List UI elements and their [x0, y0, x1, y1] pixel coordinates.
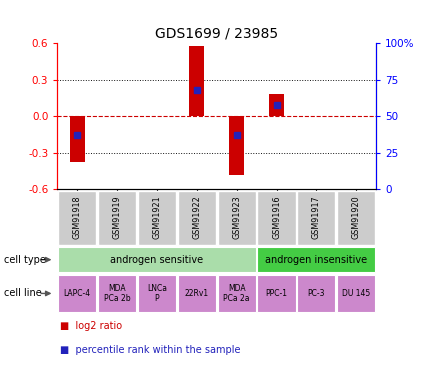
Title: GDS1699 / 23985: GDS1699 / 23985: [155, 27, 278, 40]
Bar: [337, 190, 375, 244]
Bar: [189, 46, 204, 116]
Bar: [178, 190, 216, 244]
Text: MDA
PCa 2a: MDA PCa 2a: [224, 284, 250, 303]
Bar: [258, 247, 375, 272]
Text: GSM91919: GSM91919: [113, 196, 122, 239]
Bar: [218, 275, 256, 312]
Bar: [258, 190, 296, 244]
Bar: [269, 94, 284, 116]
Text: GSM91922: GSM91922: [193, 196, 201, 239]
Bar: [58, 247, 256, 272]
Bar: [58, 190, 96, 244]
Bar: [70, 116, 85, 162]
Text: LNCa
P: LNCa P: [147, 284, 167, 303]
Bar: [138, 275, 176, 312]
Text: MDA
PCa 2b: MDA PCa 2b: [104, 284, 130, 303]
Text: GSM91916: GSM91916: [272, 196, 281, 239]
Bar: [138, 190, 176, 244]
Text: PC-3: PC-3: [308, 289, 325, 298]
Text: cell line: cell line: [4, 288, 42, 298]
Text: GSM91920: GSM91920: [352, 196, 361, 239]
Text: GSM91923: GSM91923: [232, 196, 241, 239]
Bar: [337, 275, 375, 312]
Bar: [98, 190, 136, 244]
Text: LAPC-4: LAPC-4: [64, 289, 91, 298]
Text: ■  percentile rank within the sample: ■ percentile rank within the sample: [60, 345, 241, 355]
Bar: [98, 275, 136, 312]
Bar: [58, 275, 96, 312]
Text: cell type: cell type: [4, 255, 46, 265]
Text: PPC-1: PPC-1: [266, 289, 288, 298]
Text: androgen insensitive: androgen insensitive: [265, 255, 368, 265]
Bar: [297, 190, 335, 244]
Text: 22Rv1: 22Rv1: [185, 289, 209, 298]
Text: ■  log2 ratio: ■ log2 ratio: [60, 321, 122, 331]
Bar: [258, 275, 296, 312]
Text: GSM91917: GSM91917: [312, 196, 321, 239]
Bar: [229, 116, 244, 175]
Text: DU 145: DU 145: [342, 289, 370, 298]
Text: androgen sensitive: androgen sensitive: [110, 255, 204, 265]
Bar: [218, 190, 256, 244]
Text: GSM91918: GSM91918: [73, 196, 82, 239]
Text: GSM91921: GSM91921: [153, 196, 162, 239]
Bar: [297, 275, 335, 312]
Bar: [178, 275, 216, 312]
